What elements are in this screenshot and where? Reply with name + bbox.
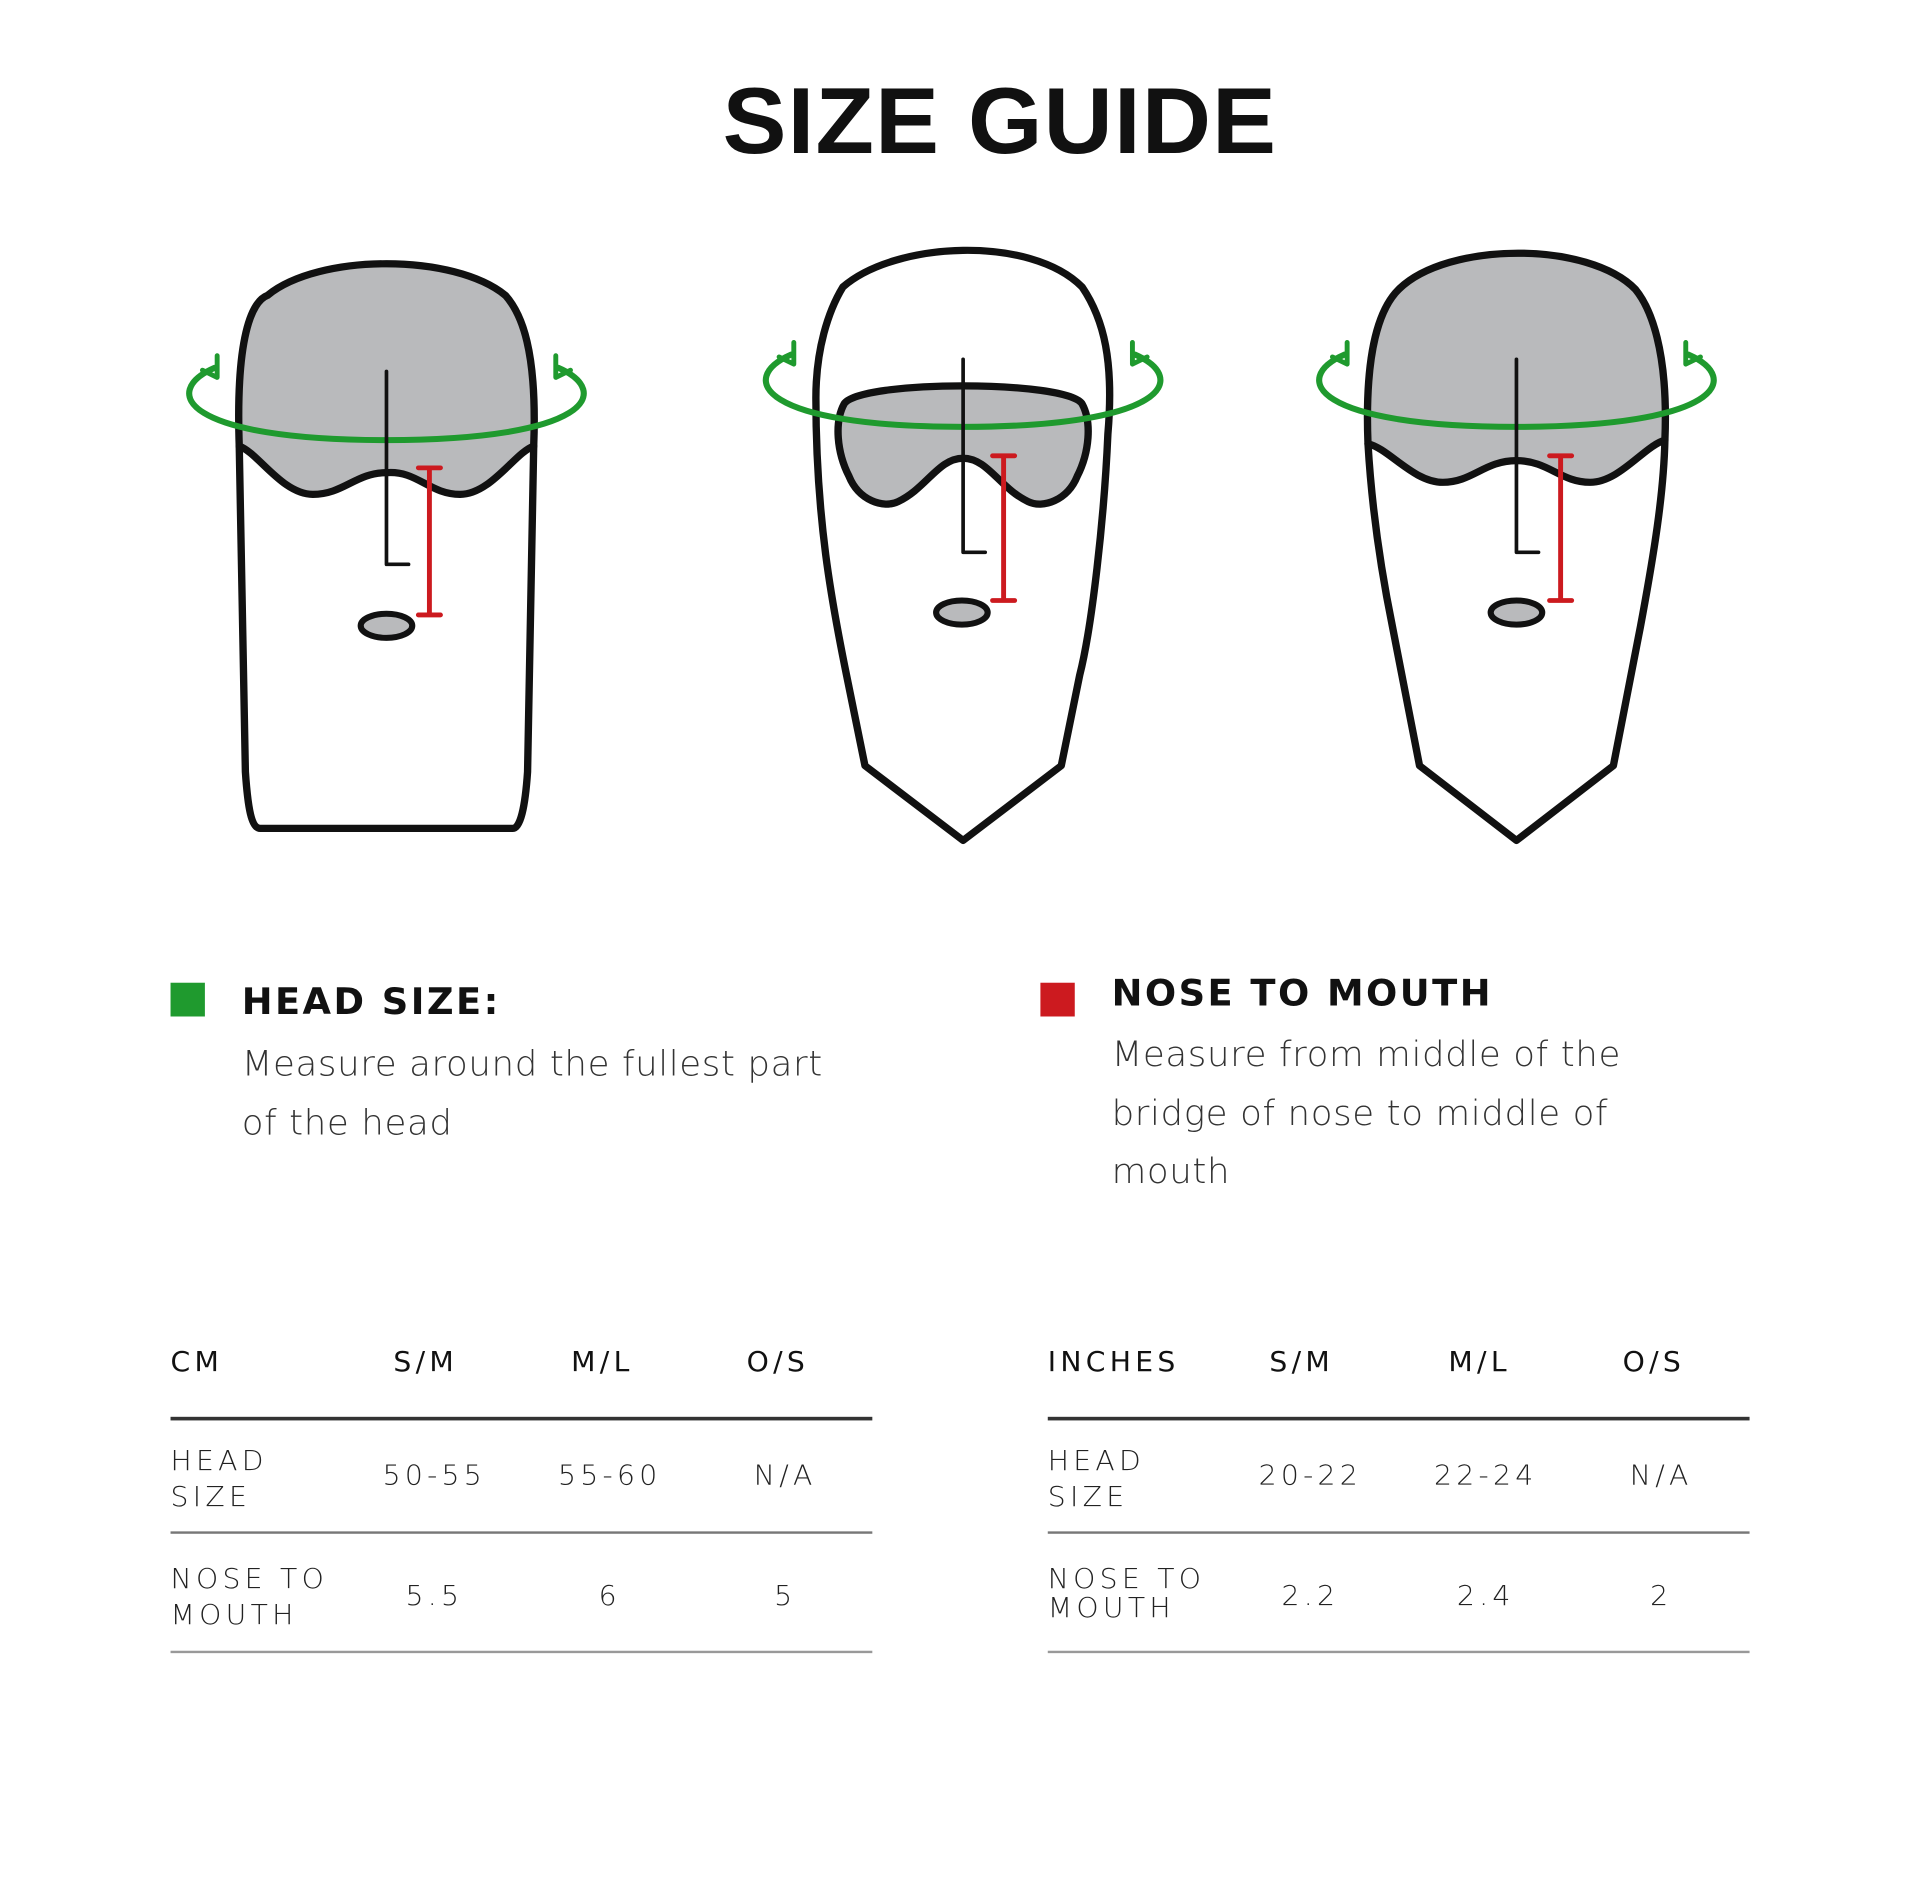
row-label: NOSE TO MOUTH: [170, 1563, 329, 1632]
column-header: O/S: [1622, 1346, 1686, 1379]
page-title: SIZE GUIDE: [722, 67, 1278, 174]
description-line: bridge of nose to middle of: [1111, 1091, 1609, 1133]
balaclava-open-face: [189, 260, 584, 833]
unit-header: INCHES: [1047, 1346, 1180, 1379]
row-label: NOSE TO MOUTH: [1047, 1563, 1206, 1625]
row-divider: [170, 1531, 873, 1534]
table-cell: 2: [1650, 1580, 1673, 1613]
column-header: S/M: [393, 1346, 459, 1379]
table-cell: N/A: [753, 1460, 817, 1492]
inches-size-table: INCHES S/M M/L O/S HEAD SIZE 20-22 22-24 …: [1047, 1346, 1750, 1661]
column-header: O/S: [746, 1346, 810, 1379]
header-divider: [170, 1416, 873, 1421]
head-size-heading: HEAD SIZE:: [241, 981, 501, 1024]
table-cell: N/A: [1629, 1460, 1693, 1492]
row-divider: [1047, 1531, 1750, 1534]
column-header: M/L: [571, 1346, 634, 1379]
unit-header: CM: [170, 1346, 224, 1379]
description-line: Measure around the fullest part: [241, 1043, 823, 1085]
table-cell: 2.2: [1281, 1580, 1340, 1613]
table-cell: 5: [774, 1580, 797, 1613]
description-line: Measure from middle of the: [1111, 1033, 1621, 1075]
row-label: HEAD SIZE: [1047, 1445, 1146, 1514]
row-divider: [1047, 1650, 1750, 1653]
balaclava-pointed: [1319, 249, 1714, 845]
header-divider: [1047, 1416, 1750, 1421]
row-divider: [170, 1650, 873, 1653]
column-header: M/L: [1448, 1346, 1511, 1379]
head-size-color-swatch: [170, 982, 205, 1017]
cm-size-table: CM S/M M/L O/S HEAD SIZE 50-55 55-60 N/A …: [170, 1346, 873, 1661]
balaclava-illustrations: [0, 246, 1914, 845]
nose-to-mouth-color-swatch: [1040, 982, 1075, 1017]
head-size-description: Measure around the fullest part of the h…: [242, 1035, 823, 1152]
balaclava-hood: [766, 246, 1161, 845]
table-cell: 5.5: [405, 1580, 464, 1613]
table-cell: 20-22: [1258, 1460, 1363, 1492]
table-cell: 50-55: [382, 1460, 487, 1492]
table-cell: 55-60: [558, 1460, 662, 1492]
row-label: HEAD SIZE: [170, 1445, 268, 1514]
description-line: mouth: [1111, 1150, 1231, 1192]
table-cell: 2.4: [1456, 1580, 1515, 1613]
nose-to-mouth-description: Measure from middle of the bridge of nos…: [1112, 1025, 1621, 1200]
table-cell: 22-24: [1434, 1460, 1538, 1492]
column-header: S/M: [1269, 1346, 1335, 1379]
table-cell: 6: [598, 1580, 621, 1613]
nose-to-mouth-heading: NOSE TO MOUTH: [1111, 973, 1493, 1016]
description-line: of the head: [241, 1101, 453, 1143]
